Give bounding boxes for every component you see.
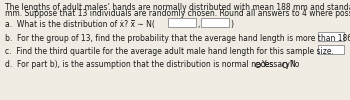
Bar [201, 18, 229, 27]
Text: c.  Find the third quartile for the average adult male hand length for this samp: c. Find the third quartile for the avera… [5, 47, 334, 56]
Text: Yes: Yes [262, 60, 274, 69]
Text: d.  For part b), is the assumption that the distribution is normal necessary?: d. For part b), is the assumption that t… [5, 60, 294, 69]
Text: b.  For the group of 13, find the probability that the average hand length is mo: b. For the group of 13, find the probabi… [5, 34, 350, 43]
Bar [318, 32, 344, 41]
Text: a.  What is the distribution of ẋ? ẋ̅ ∼ N(: a. What is the distribution of ẋ? ẋ̅ ∼ N… [5, 20, 155, 29]
Bar [168, 18, 196, 27]
Text: The lengths of adult males’ hands are normally distributed with mean 188 mm and : The lengths of adult males’ hands are no… [5, 3, 350, 12]
Text: ,: , [197, 20, 199, 29]
Bar [318, 45, 344, 54]
Text: ): ) [230, 20, 233, 29]
Text: mm. Suppose that 13 individuals are randomly chosen. Round all answers to 4 wher: mm. Suppose that 13 individuals are rand… [5, 9, 350, 18]
Text: No: No [289, 60, 299, 69]
